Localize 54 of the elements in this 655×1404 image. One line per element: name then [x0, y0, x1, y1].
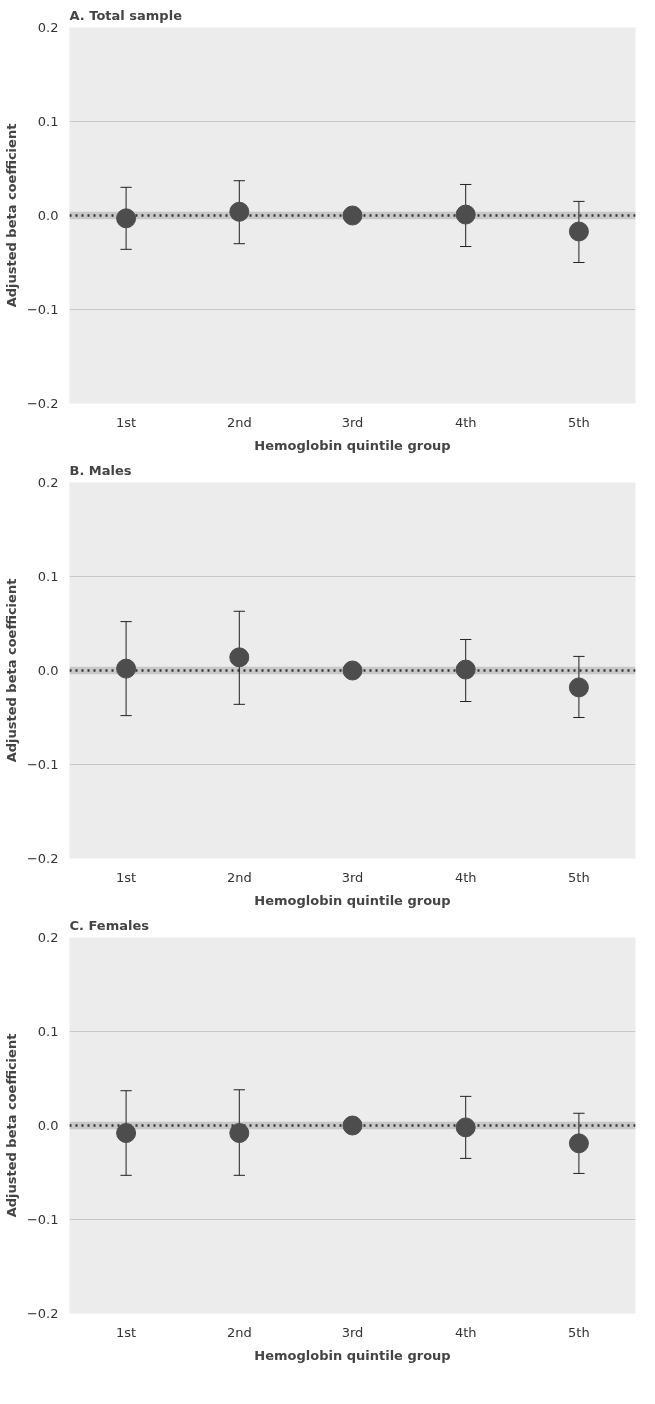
y-tick-label: 0.0 — [37, 663, 59, 678]
y-tick-label: 0.1 — [37, 1024, 59, 1039]
x-tick-label: 2nd — [226, 414, 252, 430]
x-tick-label: 4th — [454, 1324, 477, 1340]
x-tick-label: 4th — [454, 869, 477, 885]
y-tick-label: −0.1 — [26, 1212, 59, 1227]
y-tick-label: −0.2 — [26, 1306, 59, 1321]
point — [342, 205, 363, 226]
y-axis-title: Adjusted beta coefficient — [3, 578, 19, 763]
x-tick-label: 4th — [454, 414, 477, 430]
point — [229, 647, 250, 668]
x-axis-title: Hemoglobin quintile group — [254, 437, 451, 453]
point — [116, 1123, 137, 1143]
y-tick-label: −0.2 — [26, 396, 59, 411]
x-tick-label: 3rd — [341, 869, 364, 885]
point — [229, 201, 250, 222]
x-tick-label: 5th — [568, 869, 590, 885]
x-axis-title: Hemoglobin quintile group — [254, 892, 451, 908]
y-axis-title: Adjusted beta coefficient — [3, 123, 19, 308]
chart-title: B. Males — [69, 462, 132, 478]
point — [342, 1115, 363, 1136]
point — [455, 204, 476, 225]
y-tick-label: 0.2 — [37, 930, 59, 945]
y-tick-label: 0.2 — [37, 20, 59, 35]
x-tick-label: 1st — [116, 1324, 137, 1340]
y-tick-label: −0.2 — [26, 851, 59, 866]
point — [342, 660, 363, 681]
y-tick-label: −0.1 — [26, 302, 59, 317]
y-tick-label: −0.1 — [26, 757, 59, 772]
chart-title: C. Females — [69, 917, 150, 933]
x-tick-label: 1st — [116, 414, 137, 430]
point — [229, 1123, 250, 1143]
chart-title: A. Total sample — [69, 7, 183, 23]
point — [116, 658, 137, 679]
point — [568, 1133, 589, 1154]
x-tick-label: 2nd — [226, 1324, 252, 1340]
y-tick-label: 0.0 — [37, 1118, 59, 1133]
x-axis-title: Hemoglobin quintile group — [254, 1347, 451, 1363]
x-tick-label: 5th — [568, 1324, 590, 1340]
point — [568, 677, 589, 698]
y-tick-label: 0.1 — [37, 569, 59, 584]
x-tick-label: 2nd — [226, 869, 252, 885]
point — [568, 221, 589, 242]
x-tick-label: 3rd — [341, 414, 364, 430]
x-tick-label: 3rd — [341, 1324, 364, 1340]
point — [116, 208, 137, 229]
point — [455, 659, 476, 680]
x-tick-label: 5th — [568, 414, 590, 430]
y-tick-label: 0.1 — [37, 114, 59, 129]
y-tick-label: 0.2 — [37, 475, 59, 490]
y-tick-label: 0.0 — [37, 208, 59, 223]
y-axis-title: Adjusted beta coefficient — [3, 1033, 19, 1218]
x-tick-label: 1st — [116, 869, 137, 885]
point — [455, 1117, 476, 1138]
